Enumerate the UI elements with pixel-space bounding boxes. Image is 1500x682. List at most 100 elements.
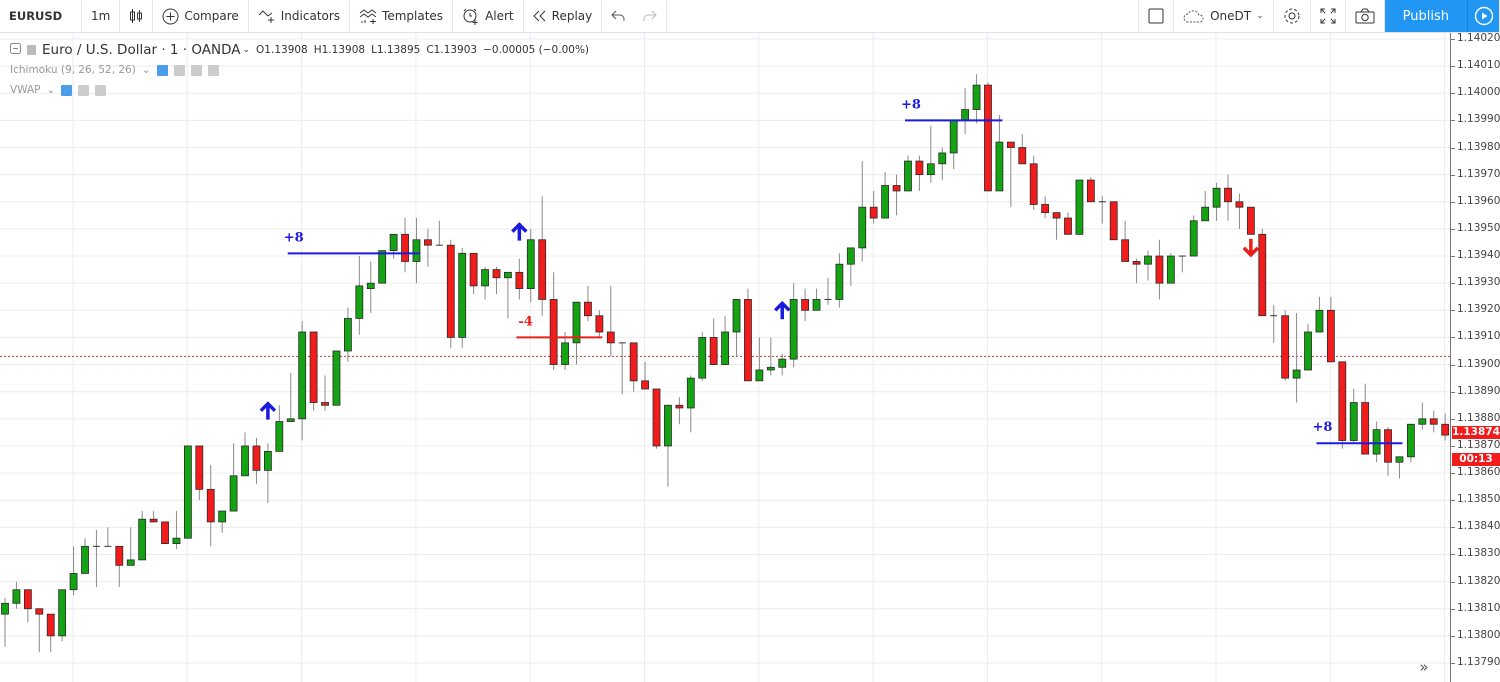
symbol-search-button[interactable]: EURUSD <box>0 0 82 32</box>
candle-body <box>961 109 970 121</box>
gear-icon[interactable] <box>173 64 185 76</box>
candle-body <box>1395 456 1404 463</box>
hide-icon[interactable] <box>156 64 168 76</box>
candle-body <box>1086 179 1095 203</box>
candle-body <box>343 318 352 352</box>
candle-body <box>1418 418 1427 425</box>
indicator-label[interactable]: VWAP <box>10 84 41 96</box>
compare-button[interactable]: Compare <box>153 0 249 32</box>
templates-button[interactable]: Templates <box>350 0 454 32</box>
undo-button[interactable] <box>602 0 634 32</box>
low-value: L1.13895 <box>371 44 421 56</box>
arrow-up-icon <box>774 300 791 320</box>
candle-body <box>1326 309 1335 363</box>
candle-body <box>755 369 764 382</box>
candle-body <box>161 521 169 545</box>
candle-body <box>686 377 695 409</box>
candle-body <box>1166 255 1175 284</box>
publish-button[interactable]: Publish <box>1384 0 1468 32</box>
candle-body <box>424 239 432 246</box>
arrow-up-icon <box>511 222 528 241</box>
candle-body <box>458 252 467 338</box>
candle-body <box>492 269 501 279</box>
chevron-down-icon[interactable]: ⌄ <box>141 64 151 76</box>
candle-body <box>1121 239 1130 262</box>
candle-body <box>1018 147 1027 165</box>
alarm-clock-icon <box>462 8 480 25</box>
candle-body <box>709 337 718 365</box>
fullscreen-button[interactable] <box>1311 0 1346 32</box>
y-tick-label: 1.13940 <box>1451 249 1500 261</box>
close-icon[interactable] <box>207 64 219 76</box>
price-axis[interactable]: 1.14020 1.14010 1.14000 1.13990 1.13980 1.139… <box>1450 32 1500 682</box>
alert-button[interactable]: Alert <box>453 0 524 32</box>
candle-body <box>241 445 249 477</box>
candle-body <box>1132 261 1141 265</box>
candle-body <box>1155 255 1164 284</box>
candle-body <box>1384 429 1392 463</box>
redo-button[interactable] <box>634 0 668 32</box>
candle-body <box>926 163 935 176</box>
high-value: H1.13908 <box>313 44 366 56</box>
candlestick-chart[interactable]: +8 -4 +8 +8 <box>0 33 1450 682</box>
candle-body <box>1006 141 1015 148</box>
settings-button[interactable] <box>1274 0 1311 32</box>
y-tick-label: 1.13850 <box>1451 493 1500 505</box>
candle-body <box>58 589 67 637</box>
replay-button[interactable]: Replay <box>524 0 603 32</box>
candle-body <box>629 342 638 382</box>
alert-label: Alert <box>485 9 514 23</box>
candle-body <box>732 299 741 333</box>
y-tick-label: 1.13800 <box>1451 629 1500 641</box>
candle-body <box>949 119 958 154</box>
indicators-button[interactable]: Indicators <box>249 0 351 32</box>
series-legend: Euro / U.S. Dollar · 1 · OANDA ⌄ O1.13908… <box>10 40 589 60</box>
candle-body <box>1429 418 1438 425</box>
candle-body <box>195 445 204 490</box>
candle-body <box>81 545 89 574</box>
chart-type-button[interactable] <box>120 0 154 32</box>
indicators-label: Indicators <box>280 9 341 23</box>
source-code-icon[interactable] <box>190 64 202 76</box>
candle-body <box>881 185 890 219</box>
y-tick-label: 1.13970 <box>1451 168 1500 180</box>
candle-body <box>595 315 604 333</box>
candle-body <box>652 388 661 447</box>
candle-body <box>401 233 409 262</box>
y-tick-label: 1.13820 <box>1451 575 1500 587</box>
gear-icon <box>1283 7 1301 25</box>
layout-save-button[interactable]: OneDT ⌄ <box>1174 0 1274 32</box>
candle-body <box>1246 206 1255 235</box>
candle-body <box>526 239 535 289</box>
candle-body <box>389 233 398 252</box>
flag-icon <box>27 45 36 55</box>
close-icon[interactable] <box>95 84 107 96</box>
hide-icon[interactable] <box>61 84 73 96</box>
y-tick-label: 1.13880 <box>1451 412 1500 424</box>
gear-icon[interactable] <box>78 84 90 96</box>
candle-body <box>366 282 375 289</box>
candle-body <box>309 331 318 403</box>
candle-body <box>1189 220 1198 257</box>
series-title[interactable]: Euro / U.S. Dollar · 1 · OANDA <box>42 42 241 58</box>
chevron-down-icon[interactable]: ⌄ <box>242 45 251 55</box>
indicator-label[interactable]: Ichimoku (9, 26, 52, 26) <box>10 64 136 76</box>
candle-body <box>789 299 798 360</box>
rewind-icon <box>532 10 547 22</box>
chevron-down-icon[interactable]: ⌄ <box>46 84 56 96</box>
indicators-icon <box>258 8 276 24</box>
y-tick-label: 1.13920 <box>1451 303 1500 315</box>
cloud-icon <box>1183 9 1205 23</box>
camera-icon <box>1355 8 1375 24</box>
collapse-icon[interactable] <box>10 43 21 57</box>
play-button[interactable] <box>1468 0 1500 32</box>
candle-body <box>1064 217 1072 235</box>
scroll-to-realtime-button[interactable]: » <box>1412 656 1436 678</box>
layout-square-button[interactable] <box>1138 0 1175 32</box>
interval-button[interactable]: 1m <box>82 0 121 32</box>
candle-body <box>812 299 821 311</box>
candle-body <box>664 404 672 447</box>
candle-body <box>744 299 752 382</box>
candle-body <box>412 239 421 262</box>
snapshot-button[interactable] <box>1346 0 1385 32</box>
